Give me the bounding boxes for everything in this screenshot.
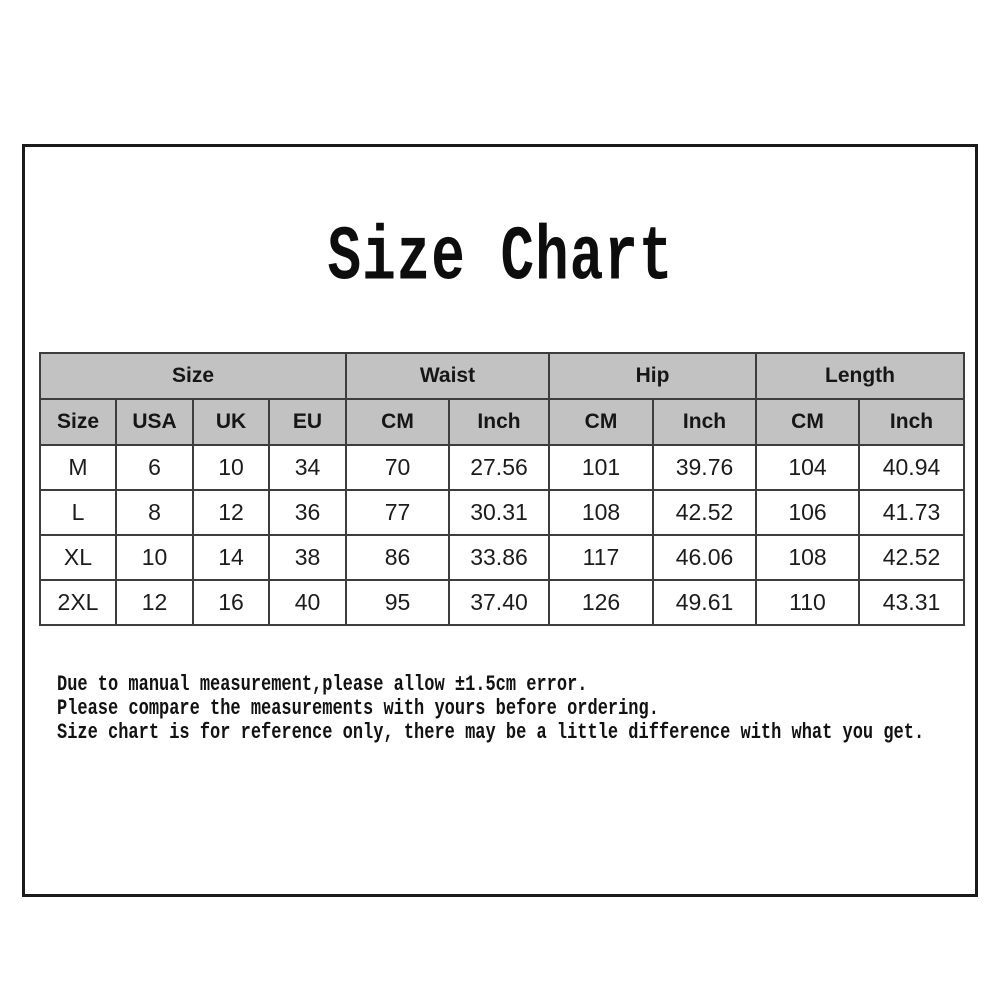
cell-size: L bbox=[39, 489, 117, 536]
cell-uk: 10 bbox=[192, 444, 270, 491]
cell-size: M bbox=[39, 444, 117, 491]
cell-hip-cm: 117 bbox=[548, 534, 654, 581]
sub-header-hip-cm: CM bbox=[548, 398, 654, 446]
cell-usa: 6 bbox=[115, 444, 194, 491]
cell-usa: 12 bbox=[115, 579, 194, 626]
cell-eu: 40 bbox=[268, 579, 347, 626]
cell-length-cm: 104 bbox=[755, 444, 860, 491]
cell-waist-cm: 95 bbox=[345, 579, 450, 626]
cell-size: 2XL bbox=[39, 579, 117, 626]
sub-header-eu: EU bbox=[268, 398, 347, 446]
cell-waist-cm: 86 bbox=[345, 534, 450, 581]
cell-length-inch: 40.94 bbox=[858, 444, 965, 491]
cell-waist-inch: 27.56 bbox=[448, 444, 550, 491]
note-line-2: Please compare the measurements with you… bbox=[57, 697, 659, 722]
cell-hip-cm: 101 bbox=[548, 444, 654, 491]
note-line-3: Size chart is for reference only, there … bbox=[57, 721, 925, 746]
table-row-2xl: 2XL 12 16 40 95 37.40 126 49.61 110 43.3… bbox=[39, 579, 965, 626]
sub-header-length-cm: CM bbox=[755, 398, 860, 446]
cell-length-inch: 41.73 bbox=[858, 489, 965, 536]
cell-length-inch: 42.52 bbox=[858, 534, 965, 581]
cell-hip-inch: 46.06 bbox=[652, 534, 757, 581]
table-row-l: L 8 12 36 77 30.31 108 42.52 106 41.73 bbox=[39, 489, 965, 536]
cell-uk: 12 bbox=[192, 489, 270, 536]
cell-waist-cm: 77 bbox=[345, 489, 450, 536]
cell-waist-inch: 37.40 bbox=[448, 579, 550, 626]
cell-eu: 34 bbox=[268, 444, 347, 491]
sub-header-hip-inch: Inch bbox=[652, 398, 757, 446]
group-header-hip: Hip bbox=[548, 352, 757, 400]
cell-eu: 38 bbox=[268, 534, 347, 581]
sub-header-waist-cm: CM bbox=[345, 398, 450, 446]
cell-length-cm: 108 bbox=[755, 534, 860, 581]
cell-waist-inch: 30.31 bbox=[448, 489, 550, 536]
cell-hip-inch: 39.76 bbox=[652, 444, 757, 491]
sub-header-waist-inch: Inch bbox=[448, 398, 550, 446]
sub-header-size: Size bbox=[39, 398, 117, 446]
cell-eu: 36 bbox=[268, 489, 347, 536]
sub-header-usa: USA bbox=[115, 398, 194, 446]
note-line-1: Due to manual measurement,please allow ±… bbox=[57, 673, 588, 698]
cell-length-cm: 110 bbox=[755, 579, 860, 626]
cell-length-inch: 43.31 bbox=[858, 579, 965, 626]
page-title: Size Chart bbox=[0, 214, 1001, 302]
cell-hip-cm: 126 bbox=[548, 579, 654, 626]
sub-header-length-inch: Inch bbox=[858, 398, 965, 446]
cell-length-cm: 106 bbox=[755, 489, 860, 536]
cell-waist-inch: 33.86 bbox=[448, 534, 550, 581]
table-sub-header-row: Size USA UK EU CM Inch CM Inch CM Inch bbox=[39, 398, 965, 446]
cell-usa: 8 bbox=[115, 489, 194, 536]
cell-waist-cm: 70 bbox=[345, 444, 450, 491]
measurement-notes: Due to manual measurement,please allow ±… bbox=[57, 673, 957, 746]
page-title-text: Size Chart bbox=[327, 213, 674, 303]
cell-hip-inch: 42.52 bbox=[652, 489, 757, 536]
cell-uk: 14 bbox=[192, 534, 270, 581]
cell-hip-cm: 108 bbox=[548, 489, 654, 536]
group-header-length: Length bbox=[755, 352, 965, 400]
table-row-xl: XL 10 14 38 86 33.86 117 46.06 108 42.52 bbox=[39, 534, 965, 581]
sub-header-uk: UK bbox=[192, 398, 270, 446]
group-header-waist: Waist bbox=[345, 352, 550, 400]
size-chart-table: Size Waist Hip Length Size USA UK EU CM … bbox=[39, 352, 965, 626]
cell-usa: 10 bbox=[115, 534, 194, 581]
group-header-size: Size bbox=[39, 352, 347, 400]
table-group-header-row: Size Waist Hip Length bbox=[39, 352, 965, 400]
cell-uk: 16 bbox=[192, 579, 270, 626]
cell-hip-inch: 49.61 bbox=[652, 579, 757, 626]
cell-size: XL bbox=[39, 534, 117, 581]
table-row-m: M 6 10 34 70 27.56 101 39.76 104 40.94 bbox=[39, 444, 965, 491]
